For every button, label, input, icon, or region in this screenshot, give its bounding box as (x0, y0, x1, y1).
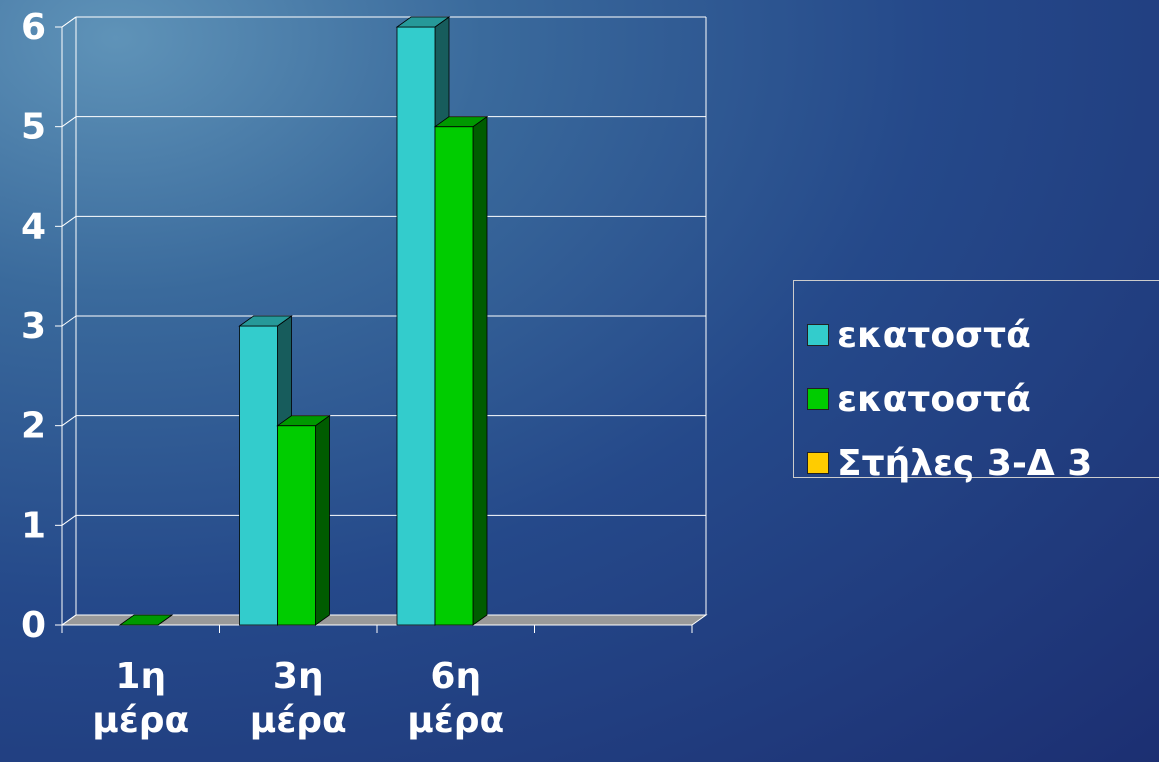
y-tick-label: 5 (21, 107, 46, 148)
legend-label: Στήλες 3-Δ 3 (837, 443, 1092, 484)
y-tick-label: 4 (21, 206, 46, 247)
y-tick-label: 2 (21, 406, 46, 447)
x-tick-label: 3η μέρα (233, 655, 363, 743)
grid-diag (62, 316, 76, 326)
legend-swatch (807, 452, 829, 474)
y-tick-label: 1 (21, 505, 46, 546)
bar-front (397, 27, 435, 625)
bar-side (316, 416, 330, 625)
legend-swatch (807, 324, 829, 346)
grid-diag (62, 17, 76, 27)
bar-front (240, 326, 278, 625)
bar (278, 416, 330, 625)
legend-label: εκατοστά (837, 315, 1031, 356)
y-tick-label: 6 (21, 7, 46, 48)
legend-swatch (807, 388, 829, 410)
bar-side (473, 117, 487, 625)
y-tick-label: 3 (21, 306, 46, 347)
bar-front (278, 426, 316, 625)
legend-entry: Στήλες 3-Δ 3 (794, 431, 1159, 495)
x-tick-label: 1η μέρα (76, 655, 206, 743)
grid-diag (62, 117, 76, 127)
legend-entry: εκατοστά (794, 303, 1159, 367)
grid-diag (62, 515, 76, 525)
page: 0123456 εκατοστάεκατοστάΣτήλες 3-Δ 3 (()… (0, 0, 1159, 762)
bar (435, 117, 487, 625)
legend-label: εκατοστά (837, 379, 1031, 420)
y-tick-label: 0 (21, 605, 46, 646)
grid-diag (62, 416, 76, 426)
legend-entry: εκατοστά (794, 367, 1159, 431)
bar-front (435, 127, 473, 625)
x-tick-label: 6η μέρα (391, 655, 521, 743)
grid-diag (62, 216, 76, 226)
